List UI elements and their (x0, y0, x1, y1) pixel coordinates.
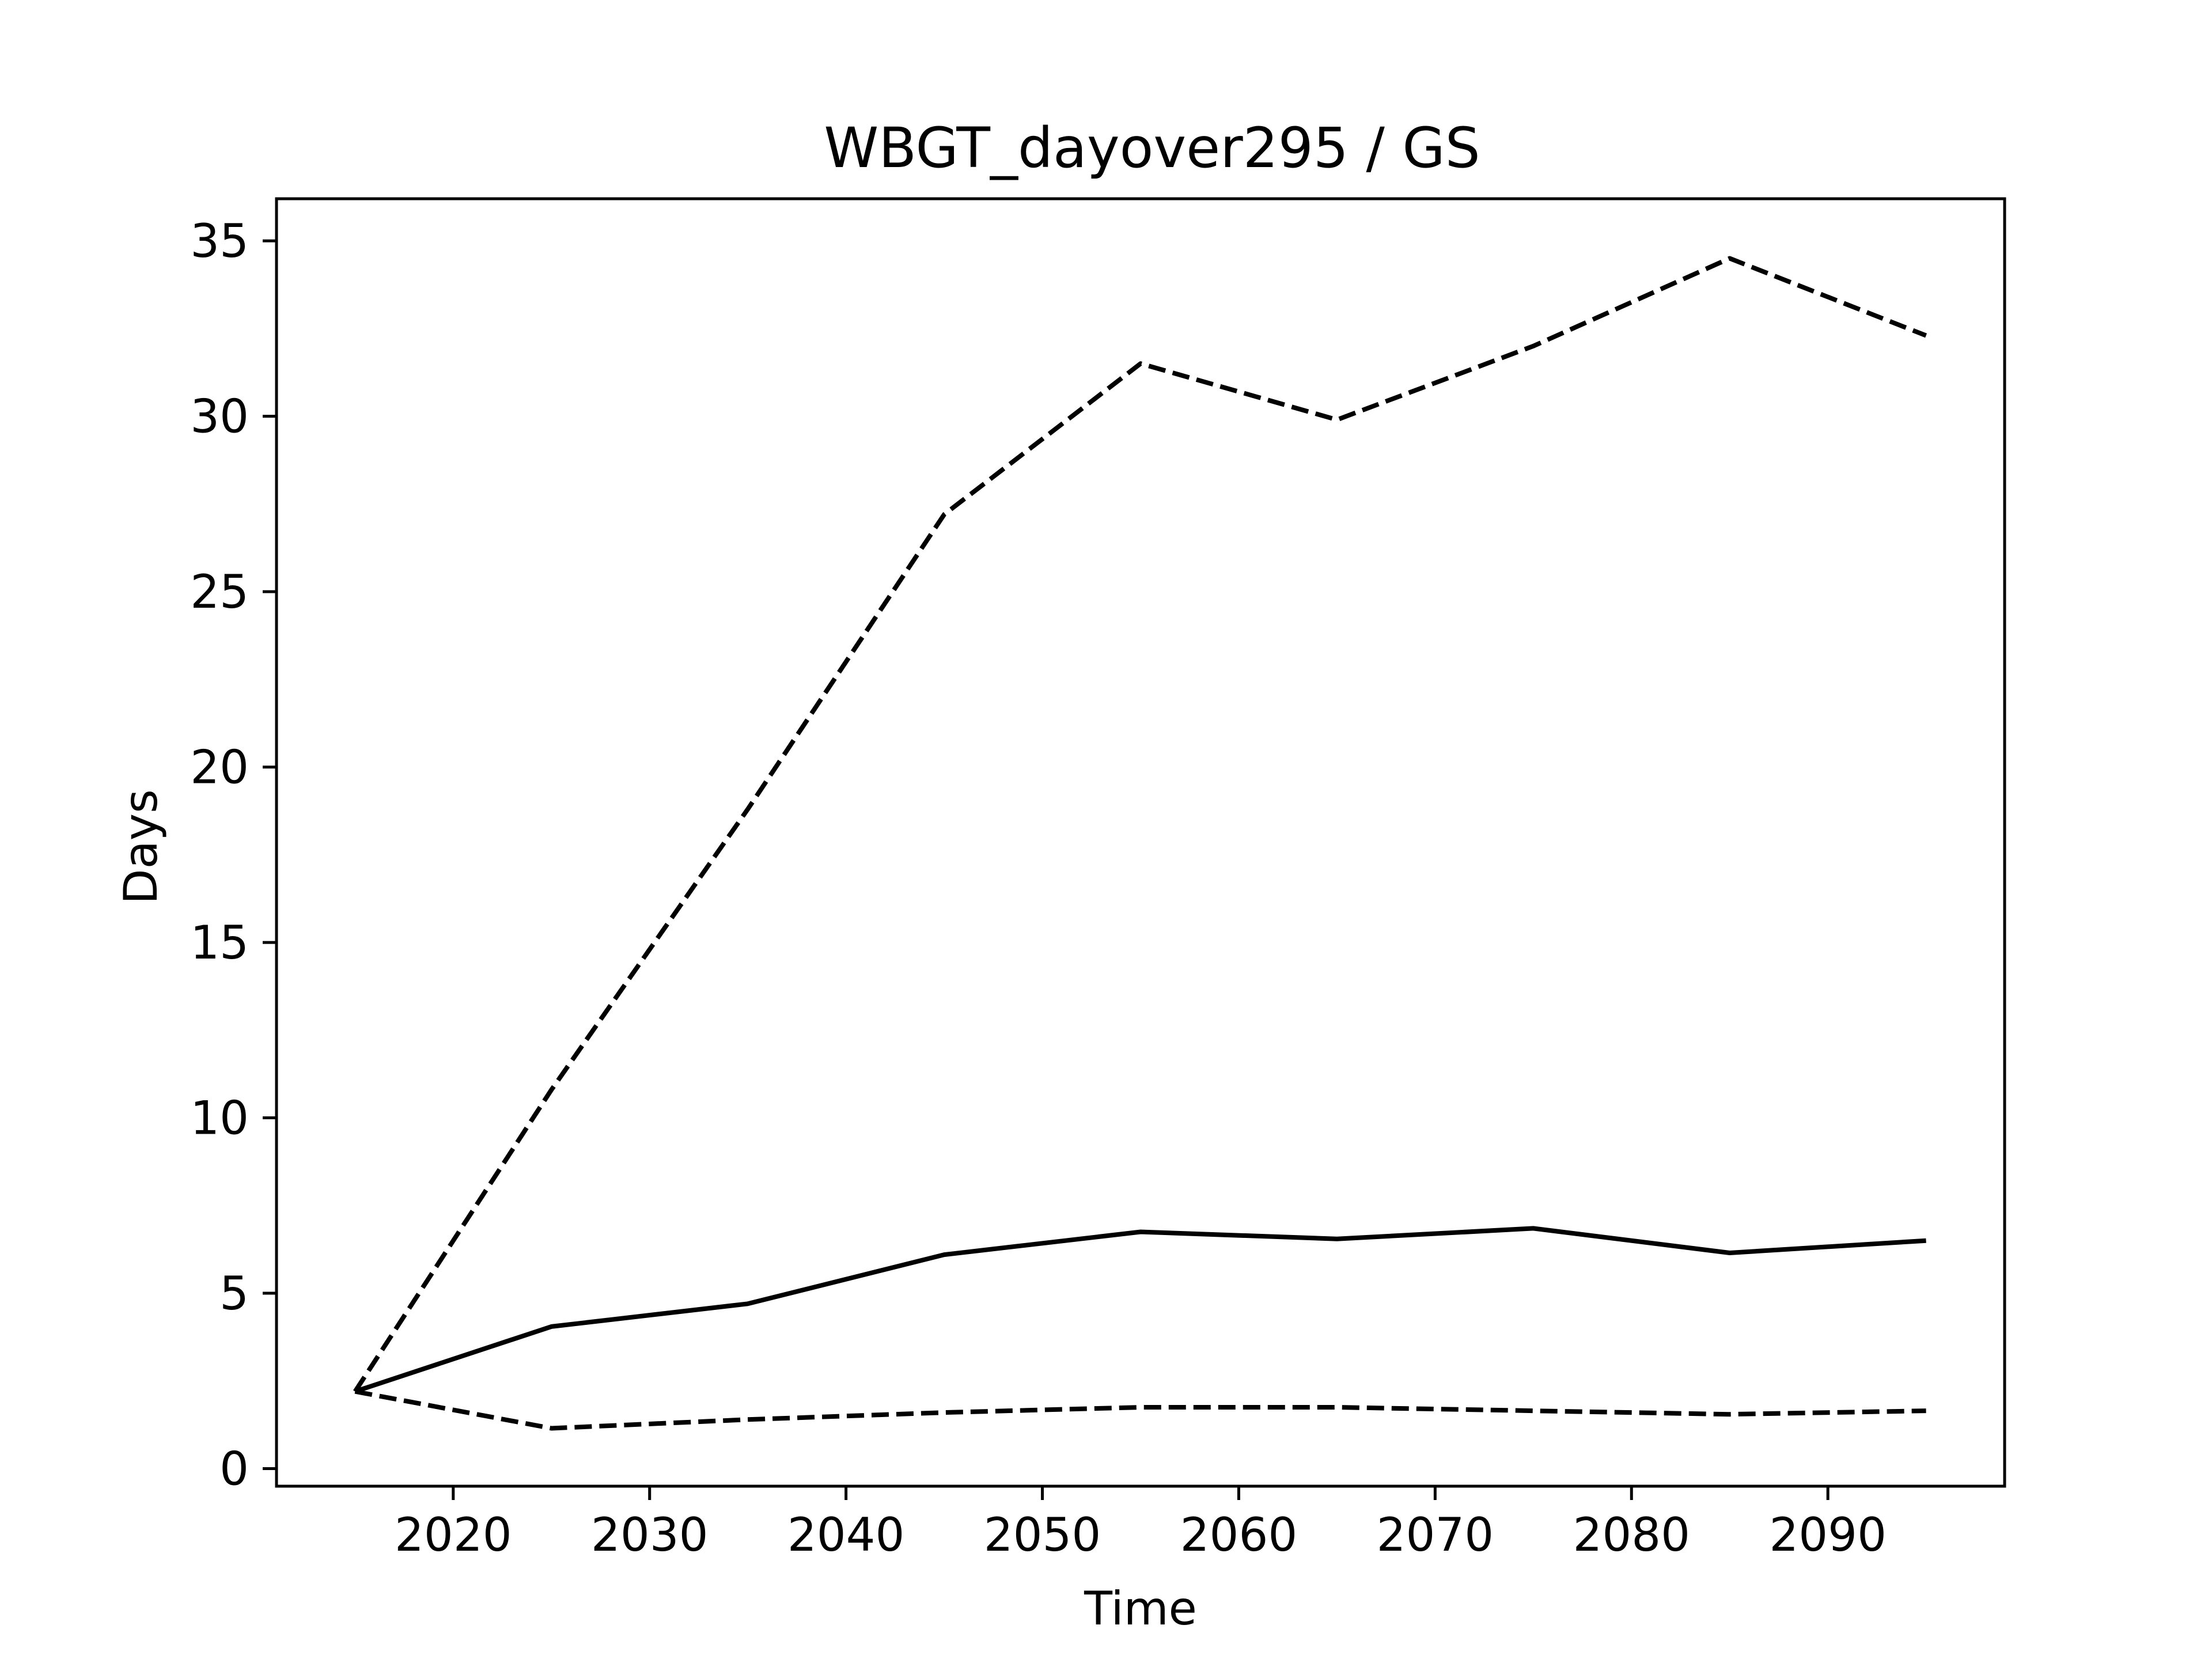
x-tick-label: 2040 (787, 1508, 905, 1562)
plot-frame (275, 197, 2006, 1488)
x-tick-label: 2050 (984, 1508, 1101, 1562)
plot-area (353, 256, 1927, 1431)
series-line-1-solid (354, 1226, 1926, 1394)
x-axis-label: Time (1084, 1582, 1197, 1635)
chart-title: WBGT_dayover295 / GS (824, 116, 1480, 180)
y-axis: 0 5 10 15 20 25 30 35 (190, 214, 276, 1496)
x-tick-label: 2080 (1573, 1508, 1690, 1562)
x-tick-label: 2030 (591, 1508, 709, 1562)
y-tick-label: 35 (190, 214, 249, 268)
x-tick-label: 2070 (1377, 1508, 1494, 1562)
y-tick-label: 20 (190, 741, 249, 794)
y-tick-label: 15 (190, 916, 249, 969)
y-tick-label: 5 (219, 1267, 249, 1320)
series-line-3-dashed (354, 1389, 1926, 1431)
x-axis: 2020 2030 2040 2050 2060 2070 2080 2090 (395, 1486, 1887, 1562)
y-tick-label: 10 (190, 1092, 249, 1145)
y-tick-label: 30 (190, 390, 249, 444)
x-tick-label: 2090 (1769, 1508, 1887, 1562)
y-tick-label: 0 (219, 1442, 249, 1496)
y-tick-label: 25 (190, 565, 249, 619)
x-tick-label: 2020 (395, 1508, 512, 1562)
x-tick-label: 2060 (1180, 1508, 1298, 1562)
series-line-2-dashed (353, 256, 1927, 1393)
y-axis-label: Days (114, 789, 168, 904)
